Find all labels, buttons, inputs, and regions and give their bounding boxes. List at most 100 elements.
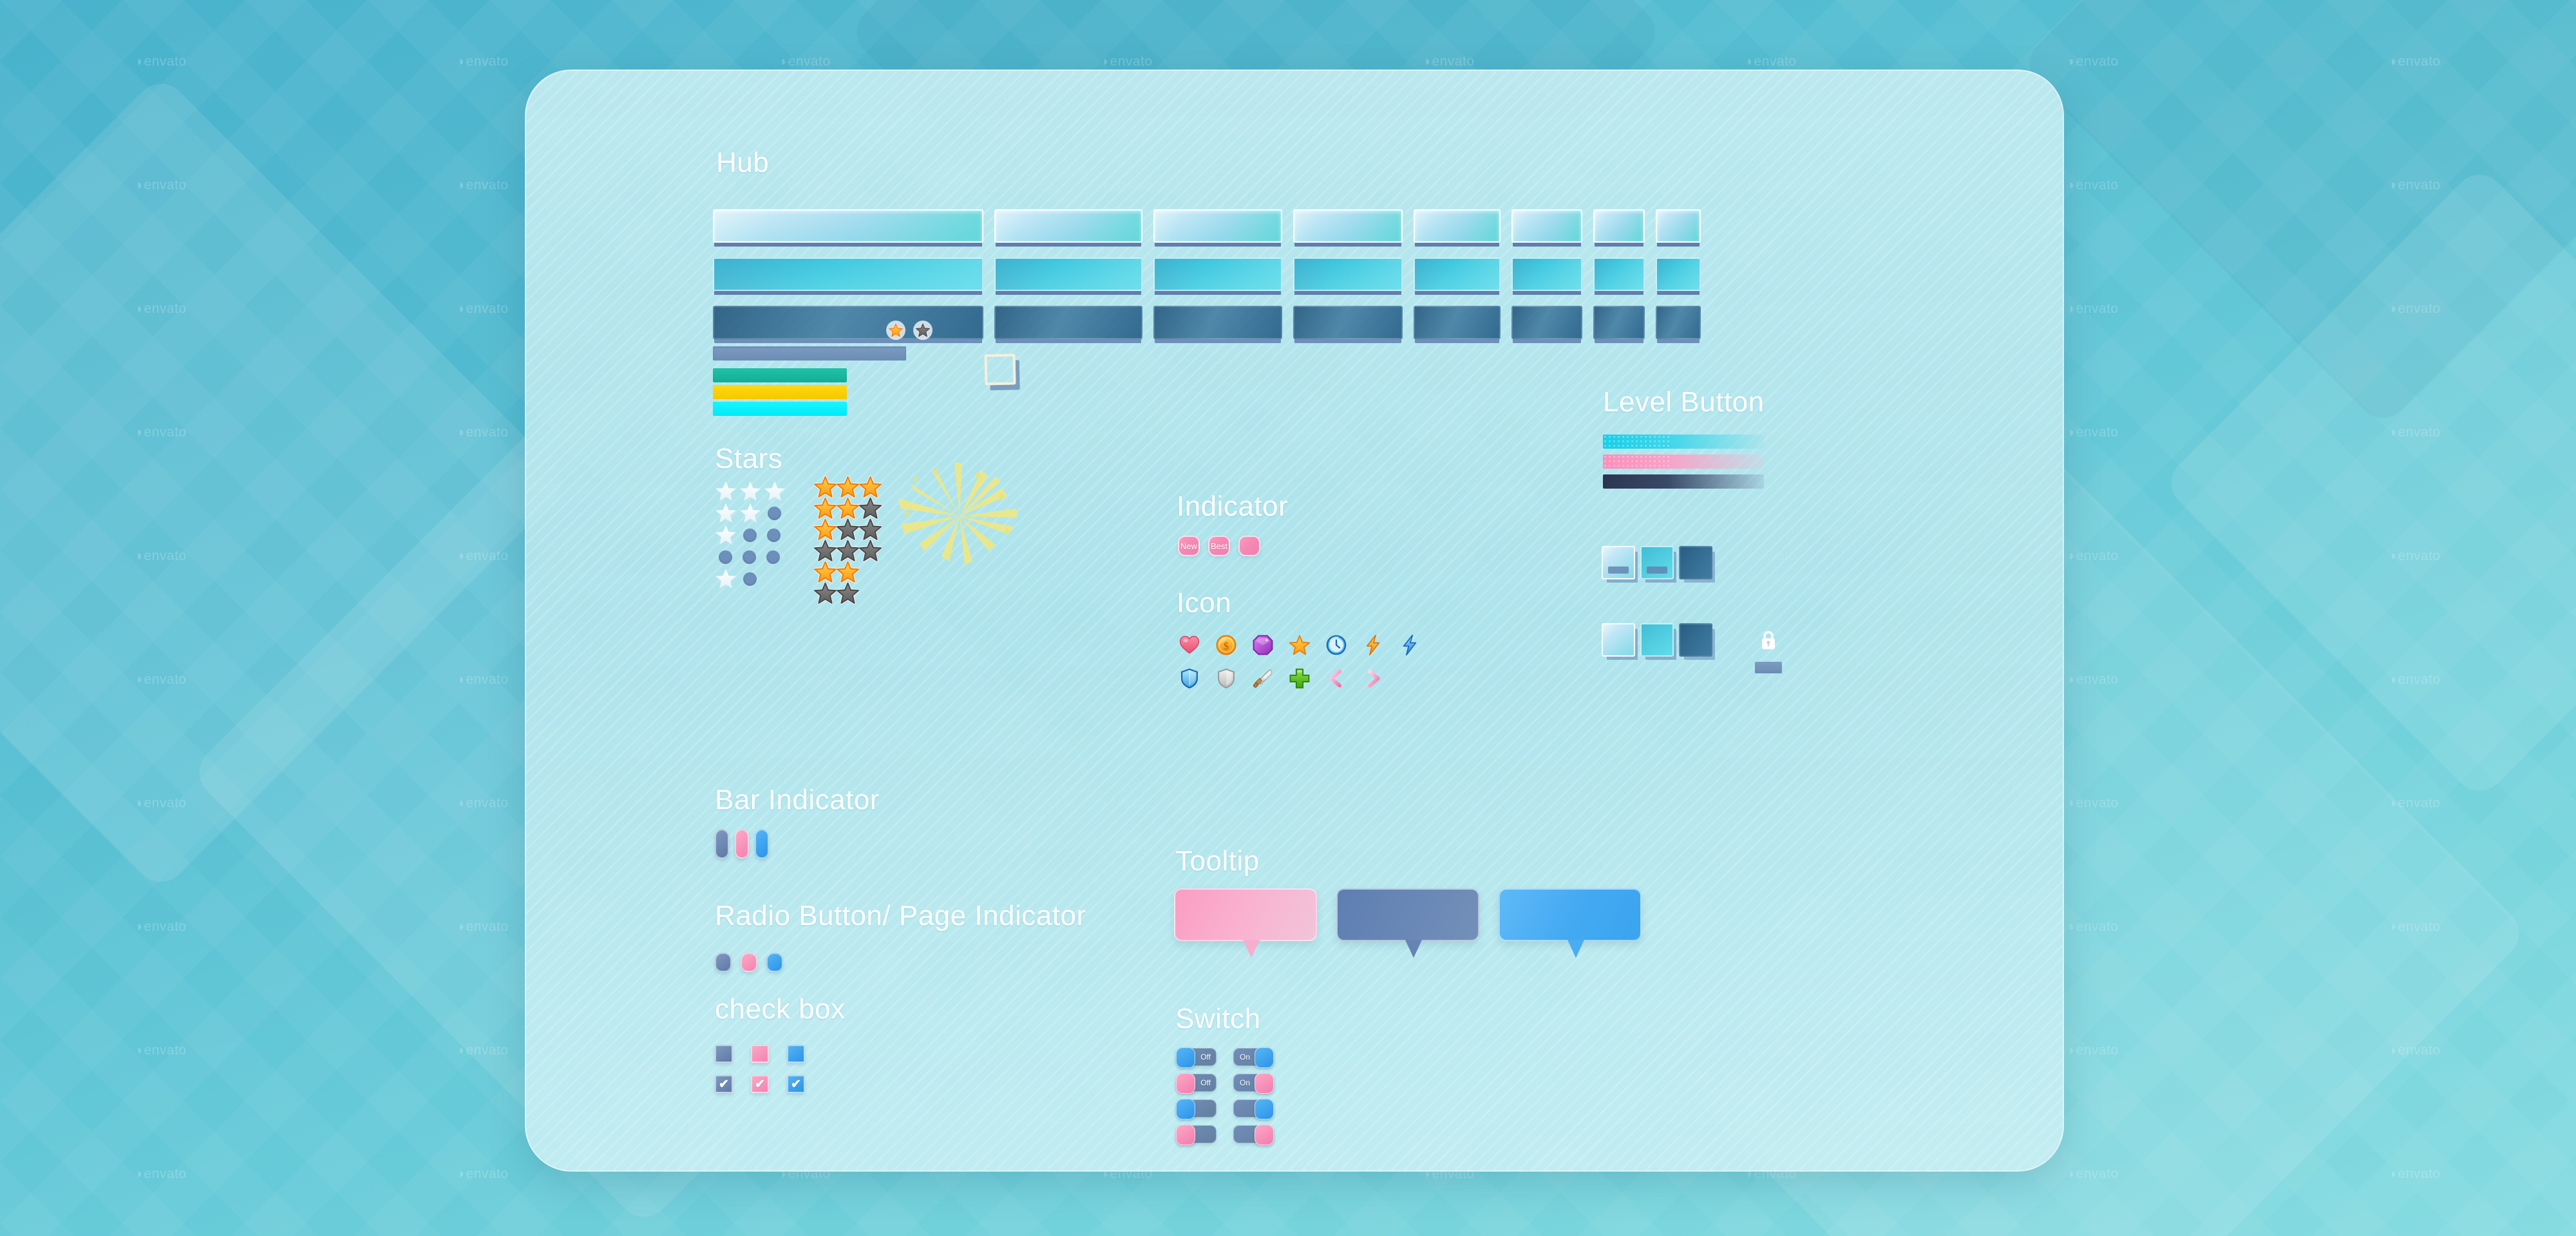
hub-row-mid — [713, 258, 1701, 291]
hub-button-face — [713, 258, 983, 291]
hub-button[interactable] — [1593, 306, 1645, 339]
shield-blue-icon[interactable] — [1174, 663, 1205, 694]
clock-icon[interactable] — [1321, 630, 1352, 660]
level-tiles-row-2 — [1602, 623, 1712, 657]
radio-slate[interactable] — [715, 953, 732, 972]
switch-off[interactable]: Off — [1176, 1047, 1217, 1068]
switch-off[interactable] — [1176, 1099, 1217, 1119]
bar-slate[interactable] — [715, 829, 729, 859]
hub-button[interactable] — [1293, 258, 1403, 291]
star-badges — [886, 321, 933, 340]
lightning-orange-icon[interactable] — [1358, 630, 1388, 660]
level-tile-mid[interactable] — [1640, 546, 1674, 579]
star-empty-dot — [767, 528, 781, 542]
switch-knob[interactable] — [1176, 1099, 1195, 1119]
radio-pink[interactable] — [741, 953, 757, 972]
hub-button-face — [1511, 258, 1582, 291]
hub-button[interactable] — [1153, 306, 1282, 339]
switch-knob[interactable] — [1176, 1125, 1195, 1145]
level-tile-mid-2[interactable] — [1640, 623, 1674, 657]
level-tile-light-2[interactable] — [1602, 623, 1635, 657]
switch-on[interactable]: On — [1233, 1073, 1274, 1094]
hub-button-face — [1153, 258, 1282, 291]
lightning-blue-icon[interactable] — [1394, 630, 1425, 660]
indicator-badge[interactable] — [1238, 536, 1260, 556]
switch-on[interactable] — [1233, 1099, 1274, 1119]
gem-icon[interactable] — [1247, 630, 1278, 660]
indicator-badge[interactable]: Best — [1208, 536, 1230, 556]
level-tile-dark-2[interactable] — [1679, 623, 1712, 657]
switch-knob[interactable] — [1176, 1073, 1195, 1094]
arrow-right-icon[interactable] — [1358, 663, 1388, 694]
plus-icon[interactable] — [1284, 663, 1315, 694]
hub-button[interactable] — [1153, 258, 1282, 291]
progress-fill-cyan — [713, 402, 847, 416]
stars-gold-grid — [814, 476, 882, 604]
arrow-left-icon[interactable] — [1321, 663, 1352, 694]
star-icon[interactable] — [1284, 630, 1315, 660]
switch-row — [1176, 1125, 1274, 1145]
hub-button[interactable] — [1414, 209, 1501, 243]
hub-button[interactable] — [1153, 209, 1282, 243]
bar-blue[interactable] — [755, 829, 769, 859]
hub-button-face — [1511, 209, 1582, 243]
star-rating-row — [814, 561, 882, 583]
switch-label: On — [1240, 1078, 1251, 1087]
star-rating-row — [814, 518, 882, 541]
hub-button-face — [1593, 306, 1645, 339]
star-gold-icon — [814, 561, 837, 583]
hub-button[interactable] — [994, 306, 1142, 339]
shield-gray-icon[interactable] — [1211, 663, 1242, 694]
radio-blue[interactable] — [766, 953, 783, 972]
checkbox-pink-checked[interactable]: ✔ — [751, 1075, 769, 1093]
star-white-icon — [715, 524, 737, 546]
switch-knob[interactable] — [1255, 1047, 1274, 1068]
star-gray-icon — [859, 539, 882, 562]
switch-off[interactable] — [1176, 1125, 1217, 1145]
checkbox-blue[interactable] — [787, 1045, 805, 1063]
switch-on[interactable] — [1233, 1125, 1274, 1145]
hub-button[interactable] — [713, 258, 983, 291]
switch-knob[interactable] — [1255, 1073, 1274, 1094]
checkbox-check-glyph: ✔ — [719, 1077, 729, 1091]
hub-button[interactable] — [1656, 306, 1701, 339]
checkbox-slate[interactable] — [715, 1045, 733, 1063]
heart-icon[interactable] — [1174, 630, 1205, 660]
checkbox-blue-checked[interactable]: ✔ — [787, 1075, 805, 1093]
hub-button[interactable] — [1656, 209, 1701, 243]
star-empty-dot — [743, 528, 757, 542]
switch-knob[interactable] — [1255, 1099, 1274, 1119]
hub-button[interactable] — [713, 209, 983, 243]
hub-button[interactable] — [1414, 258, 1501, 291]
coin-icon[interactable]: $ — [1211, 630, 1242, 660]
hub-button[interactable] — [713, 306, 983, 339]
level-tile-dark[interactable] — [1679, 546, 1712, 579]
progress-fill-yellow — [713, 385, 847, 399]
bar-pink[interactable] — [735, 829, 749, 859]
star-rating-row — [715, 480, 786, 502]
hub-button[interactable] — [1293, 209, 1403, 243]
switch-knob[interactable] — [1176, 1047, 1195, 1068]
hub-button[interactable] — [994, 258, 1142, 291]
hub-button[interactable] — [1293, 306, 1403, 339]
hub-button[interactable] — [1593, 258, 1645, 291]
progress-track — [713, 346, 906, 360]
hub-button[interactable] — [1511, 306, 1582, 339]
switch-knob[interactable] — [1255, 1125, 1274, 1145]
hub-button[interactable] — [994, 209, 1142, 243]
checkbox-slate-checked[interactable]: ✔ — [715, 1075, 733, 1093]
sword-icon[interactable] — [1247, 663, 1278, 694]
hub-button[interactable] — [1656, 258, 1701, 291]
indicator-badge[interactable]: New — [1178, 536, 1200, 556]
checkbox-pink[interactable] — [751, 1045, 769, 1063]
hub-button[interactable] — [1414, 306, 1501, 339]
level-tile-light[interactable] — [1602, 546, 1635, 579]
switch-off[interactable]: Off — [1176, 1073, 1217, 1094]
indicator-badge-label: New — [1180, 541, 1197, 551]
section-title-indicator: Indicator — [1177, 491, 1289, 522]
hub-button[interactable] — [1511, 209, 1582, 243]
switch-on[interactable]: On — [1233, 1047, 1274, 1068]
hub-button[interactable] — [1593, 209, 1645, 243]
hub-button[interactable] — [1511, 258, 1582, 291]
star-gray-icon — [837, 582, 859, 604]
